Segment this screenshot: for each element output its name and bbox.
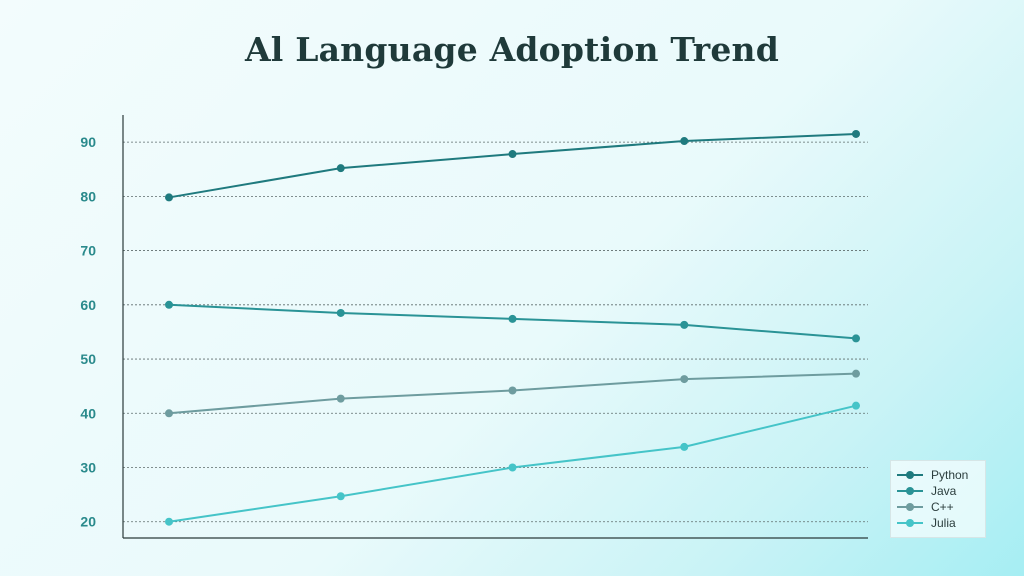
data-point-julia xyxy=(680,442,689,451)
legend-swatch xyxy=(897,501,923,513)
grid-lines xyxy=(123,141,868,523)
data-point-cpp xyxy=(852,369,860,378)
data-point-cpp xyxy=(680,375,689,384)
data-point-julia xyxy=(165,517,173,526)
data-point-cpp xyxy=(508,386,517,395)
data-point-julia xyxy=(336,492,345,501)
data-point-python xyxy=(165,193,173,202)
data-point-java xyxy=(165,300,173,309)
legend-label: Java xyxy=(931,484,957,498)
legend-item: C++ xyxy=(897,499,979,515)
series xyxy=(165,129,860,526)
y-tick-label: 20 xyxy=(80,514,96,530)
y-tick-label: 80 xyxy=(80,188,96,204)
legend-label: C++ xyxy=(931,500,954,514)
y-tick-label: 30 xyxy=(80,460,96,476)
legend-label: Julia xyxy=(931,516,956,530)
axes xyxy=(122,115,868,539)
data-point-cpp xyxy=(336,394,345,403)
legend-swatch xyxy=(897,517,923,529)
data-point-julia xyxy=(508,463,517,472)
legend-item: Julia xyxy=(897,515,979,531)
legend-label: Python xyxy=(931,468,969,482)
legend: Python Java C++ Julia xyxy=(890,460,986,538)
legend-swatch xyxy=(897,485,923,497)
legend-item: Java xyxy=(897,483,979,499)
y-tick-label: 60 xyxy=(80,297,96,313)
data-point-python xyxy=(336,164,345,173)
data-point-python xyxy=(852,129,860,138)
chart-title: Al Language Adoption Trend xyxy=(244,30,780,69)
series-java xyxy=(165,300,860,343)
series-julia xyxy=(165,401,860,526)
y-tick-label: 40 xyxy=(80,405,96,421)
y-tick-labels: 20 30 40 50 60 70 80 90 xyxy=(80,134,96,530)
data-point-python xyxy=(508,150,517,159)
data-point-python xyxy=(680,137,689,146)
data-point-java xyxy=(680,320,689,329)
series-python xyxy=(165,129,860,202)
y-tick-label: 90 xyxy=(80,134,96,150)
legend-swatch xyxy=(897,469,923,481)
data-point-java xyxy=(852,334,860,343)
data-point-cpp xyxy=(165,409,173,418)
y-tick-label: 50 xyxy=(80,351,96,367)
data-point-java xyxy=(336,308,345,317)
data-point-java xyxy=(508,314,517,323)
y-tick-label: 70 xyxy=(80,243,96,259)
series-line-python xyxy=(168,132,857,199)
data-point-julia xyxy=(852,401,860,410)
series-cpp xyxy=(165,369,860,418)
legend-item: Python xyxy=(897,467,979,483)
